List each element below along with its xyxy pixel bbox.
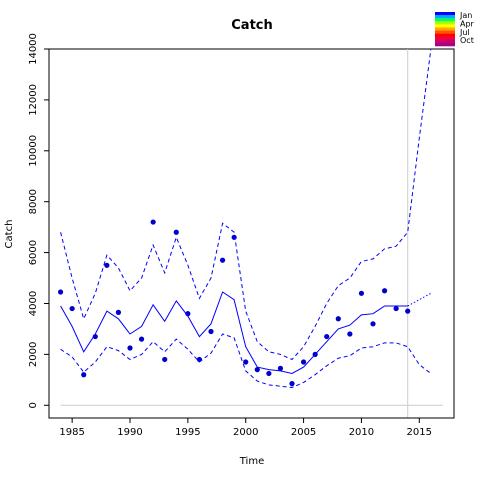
data-point	[196, 356, 203, 363]
series-line-2	[60, 49, 432, 361]
data-point	[150, 219, 156, 225]
data-point	[115, 309, 122, 315]
data-point	[358, 290, 365, 296]
legend-color-swatch	[435, 33, 455, 38]
legend-color-swatch	[435, 12, 455, 16]
data-point	[393, 305, 399, 312]
series-line-4	[407, 292, 432, 307]
series-line-1	[60, 291, 408, 375]
x-tick-label: 2005	[291, 427, 316, 438]
data-point	[254, 367, 260, 373]
y-tick-label: 8000	[28, 189, 39, 214]
data-point	[69, 305, 75, 312]
legend-entry: Oct	[460, 36, 474, 45]
chart-title: Catch	[231, 18, 273, 33]
data-point	[208, 328, 214, 335]
data-point	[300, 359, 307, 365]
reference-lines	[60, 49, 443, 418]
legend-color-swatch	[435, 42, 455, 47]
data-point	[57, 289, 64, 295]
data-point	[370, 321, 376, 327]
data-point	[266, 370, 272, 377]
y-tick-label: 12000	[28, 84, 39, 116]
legend-color-swatch	[435, 18, 455, 22]
legend-entry: Jan	[459, 11, 472, 20]
data-point	[289, 381, 295, 387]
legend-color-swatch	[435, 36, 455, 41]
x-tick-label: 2000	[233, 427, 258, 438]
x-tick-label: 2010	[349, 427, 374, 438]
data-point	[173, 229, 179, 235]
legend-color-swatch	[435, 39, 455, 44]
data-point	[104, 262, 110, 268]
series-layer	[57, 49, 432, 389]
y-axis: 0 2000 4000 6000 8000 10000 12000 14000	[28, 33, 50, 408]
data-point	[243, 359, 249, 365]
x-axis-label: Time	[239, 456, 264, 467]
legend-color-swatch	[435, 24, 455, 28]
data-point	[81, 372, 87, 378]
y-tick-label: 6000	[28, 240, 39, 265]
x-tick-label: 1990	[117, 427, 142, 438]
data-point	[381, 288, 388, 294]
legend-color-swatch	[435, 15, 455, 19]
x-tick-label: 2015	[407, 427, 432, 438]
legend-entry: Apr	[460, 19, 475, 28]
data-point	[405, 308, 411, 314]
data-point	[335, 316, 341, 322]
legend-entry: Jul	[459, 28, 470, 37]
legend-color-swatch	[435, 27, 455, 31]
plot-frame	[48, 48, 455, 419]
y-tick-label: 4000	[28, 291, 39, 316]
y-tick-label: 14000	[28, 33, 39, 65]
x-tick-label: 1995	[175, 427, 200, 438]
series-line-3	[60, 333, 432, 389]
data-point	[277, 365, 284, 371]
x-tick-label: 1985	[59, 427, 84, 438]
legend-color-swatch	[435, 30, 455, 34]
data-point	[127, 345, 133, 351]
legend-color-swatch	[435, 21, 455, 25]
data-point	[162, 356, 168, 363]
y-tick-label: 0	[28, 402, 39, 408]
data-point	[219, 257, 226, 263]
data-point	[347, 331, 353, 337]
data-point	[324, 333, 330, 340]
y-tick-label: 10000	[28, 135, 39, 167]
data-point	[231, 234, 237, 240]
x-axis: 1985 1990 1995 2000 2005 2010 2015	[59, 417, 432, 438]
y-tick-label: 2000	[28, 342, 39, 367]
data-point	[138, 336, 145, 342]
y-axis-label: Catch	[4, 220, 15, 249]
